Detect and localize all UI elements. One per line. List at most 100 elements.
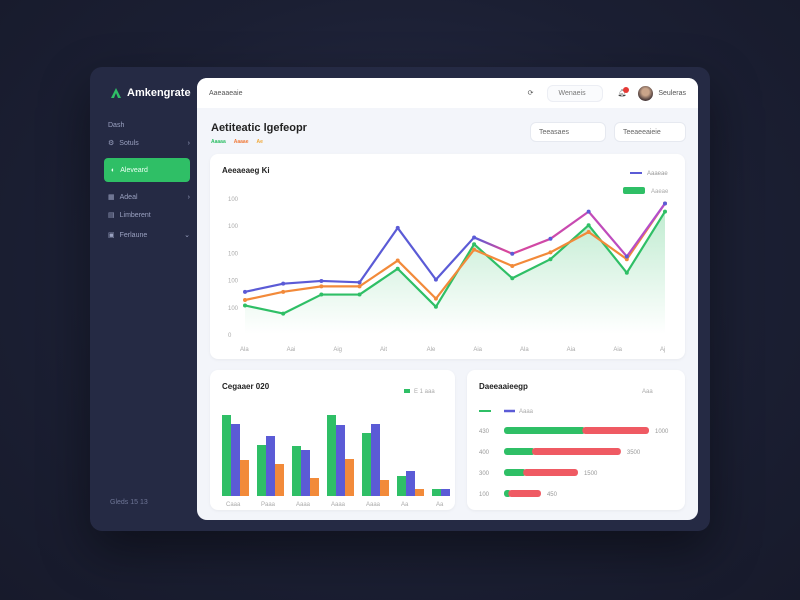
tag: Aaaaa bbox=[211, 139, 226, 145]
legend-label: Aaaa bbox=[519, 409, 534, 415]
sidebar-item-label: Adeal bbox=[119, 193, 138, 201]
tag-list: Aaaaa Aaaae Ae bbox=[211, 139, 263, 145]
bar bbox=[397, 476, 406, 496]
y-tick-label: 430 bbox=[479, 429, 490, 435]
bar bbox=[222, 415, 231, 496]
sidebar-item-adeal[interactable]: ▦ Adeal › bbox=[108, 193, 190, 202]
main-panel: Aaeaaeaie ⟳ Wenaeis 🔔︎ Seuleras Aetiteat… bbox=[197, 78, 698, 520]
legend-swatch bbox=[623, 187, 645, 194]
avatar[interactable] bbox=[638, 85, 654, 101]
data-point bbox=[472, 242, 477, 247]
data-point bbox=[624, 254, 629, 259]
folder-icon: ▣ bbox=[108, 232, 115, 239]
series-line bbox=[244, 202, 666, 302]
x-tick-label: Aia bbox=[613, 347, 622, 353]
x-tick-label: Ait bbox=[380, 347, 387, 353]
notification-icon[interactable]: 🔔︎ bbox=[617, 87, 630, 97]
x-tick-label: Aaaa bbox=[366, 502, 381, 508]
sidebar: Amkengrate Dash ⚙ Sotuls › ◐ Aleveard ▦ Adea… bbox=[100, 78, 197, 520]
x-tick-label: Aaaa bbox=[331, 502, 346, 508]
user-name[interactable]: Seuleras bbox=[658, 89, 686, 97]
x-tick-label: Aa bbox=[401, 502, 409, 508]
app-title: Amkengrate bbox=[127, 87, 191, 99]
x-tick-label: Aaaa bbox=[296, 502, 311, 508]
y-tick-label: 100 bbox=[228, 279, 239, 285]
bar-value-label: 3500 bbox=[627, 450, 641, 456]
search-input[interactable]: Aaeaaeaie bbox=[209, 89, 243, 97]
line-chart: 0 100 100 100 100 100 Ala Aai Aig Ait Ale Aia Ala Aia… bbox=[228, 171, 669, 353]
tag: Aaaae bbox=[233, 139, 249, 145]
bar-segment bbox=[504, 469, 527, 476]
y-tick-label: 100 bbox=[228, 306, 239, 312]
data-point bbox=[472, 247, 477, 252]
data-point bbox=[357, 280, 362, 285]
data-point bbox=[548, 236, 553, 241]
dashboard-icon: ◐ bbox=[111, 166, 116, 174]
bar bbox=[345, 459, 354, 496]
bar-segment bbox=[504, 448, 536, 455]
bar-value-label: 450 bbox=[547, 492, 558, 498]
x-tick-label: Caaa bbox=[226, 502, 241, 508]
x-tick-label: Aa bbox=[436, 502, 444, 508]
bar bbox=[406, 471, 415, 496]
sidebar-item-label: Ferlaune bbox=[119, 231, 148, 239]
bar-segment bbox=[532, 448, 621, 455]
bar-segment bbox=[523, 469, 578, 476]
chevron-down-icon: › bbox=[187, 139, 190, 147]
bar-chart: E 1 aaa Caaa Paaa Aaaa Aaaa Aaaa Aa Aa bbox=[222, 389, 450, 508]
bar-value-label: 1500 bbox=[584, 471, 598, 477]
hbar-chart-title: Daeeaaieegp bbox=[479, 382, 528, 391]
hbar-chart-card: Daeeaaieegp Aaaa Aaa 430 1000 400 3500 300 1500… bbox=[467, 370, 685, 510]
line-chart-card: Aeeaeaeg Ki 0 100 100 100 100 100 Ala Aai Aig Ait… bbox=[210, 154, 685, 359]
export-button[interactable]: Teeaeeaieie bbox=[614, 122, 686, 142]
legend-label: Aaa bbox=[642, 389, 653, 395]
data-point bbox=[510, 264, 515, 268]
data-point bbox=[586, 223, 591, 228]
x-tick-label: Aia bbox=[567, 347, 576, 353]
page-title: Aetiteatic lgefeopr bbox=[211, 122, 307, 134]
logo-icon bbox=[111, 88, 121, 98]
y-tick-label: 300 bbox=[479, 471, 490, 477]
sidebar-footer: Gleds 15 13 bbox=[110, 499, 148, 506]
bar bbox=[292, 446, 301, 496]
top-header: Aaeaaeaie ⟳ Wenaeis 🔔︎ Seuleras bbox=[197, 78, 698, 108]
y-tick-label: 100 bbox=[228, 251, 239, 257]
period-dropdown[interactable]: Wenaeis bbox=[547, 84, 604, 102]
bar bbox=[371, 424, 380, 496]
document-icon: ▤ bbox=[108, 212, 115, 219]
logo[interactable]: Amkengrate bbox=[110, 87, 191, 99]
data-point bbox=[243, 303, 247, 308]
sidebar-item-ferlaune[interactable]: ▣ Ferlaune ⌄ bbox=[108, 231, 190, 240]
refresh-icon[interactable]: ⟳ bbox=[527, 90, 534, 97]
data-point bbox=[243, 289, 247, 294]
horizontal-bar-chart: Aaaa Aaa 430 1000 400 3500 300 1500 100 450 bbox=[479, 389, 669, 498]
y-tick-label: 0 bbox=[228, 333, 232, 339]
chevron-down-icon: › bbox=[187, 193, 190, 201]
chevron-down-icon: ⌄ bbox=[184, 232, 190, 239]
data-point bbox=[357, 292, 362, 297]
data-point bbox=[548, 257, 553, 262]
data-point bbox=[281, 289, 286, 294]
data-point bbox=[281, 281, 286, 286]
sidebar-item-label: Limberent bbox=[119, 211, 151, 219]
bar bbox=[231, 424, 240, 496]
legend-label: E 1 aaa bbox=[414, 389, 435, 395]
line-chart-title: Aeeaeaeg Ki bbox=[222, 166, 270, 175]
filter-button[interactable]: Teeasaes bbox=[530, 122, 606, 142]
data-point bbox=[586, 230, 591, 234]
sidebar-section-label: Dash bbox=[108, 122, 125, 129]
sidebar-item-aleveard[interactable]: ◐ Aleveard bbox=[104, 158, 190, 182]
sidebar-item-limberent[interactable]: ▤ Limberent bbox=[108, 211, 190, 220]
series-line bbox=[244, 202, 666, 293]
bar bbox=[275, 464, 284, 496]
bar bbox=[380, 480, 389, 496]
sidebar-item-sotuls[interactable]: ⚙ Sotuls › bbox=[108, 139, 190, 148]
bar-segment bbox=[504, 427, 586, 434]
bar-segment bbox=[582, 427, 649, 434]
area-fill bbox=[245, 211, 665, 334]
bar bbox=[240, 460, 249, 496]
bar bbox=[310, 478, 319, 496]
x-tick-label: Paaa bbox=[261, 502, 276, 508]
bar bbox=[441, 489, 450, 496]
data-point bbox=[281, 311, 286, 316]
